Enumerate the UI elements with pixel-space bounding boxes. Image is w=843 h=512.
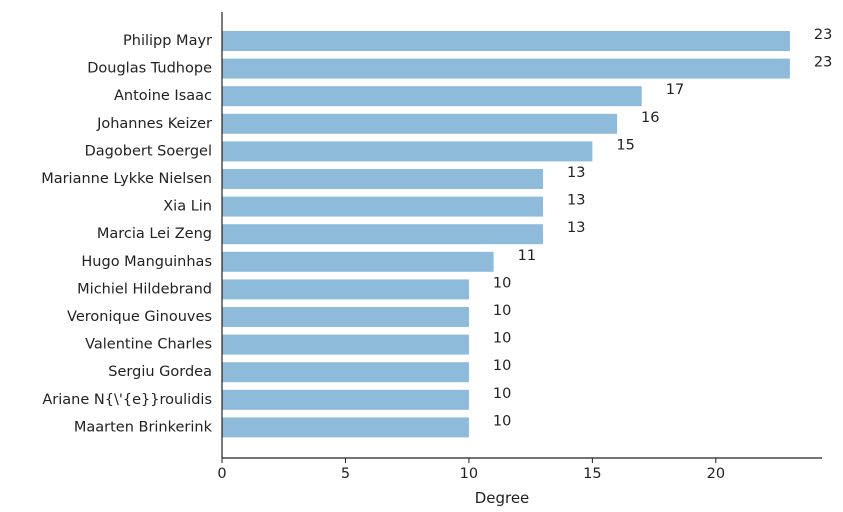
category-label: Xia Lin <box>163 199 212 215</box>
data-label: 16 <box>641 110 659 126</box>
bar <box>222 307 469 327</box>
bar <box>222 196 543 217</box>
category-label: Johannes Keizer <box>96 116 212 132</box>
x-tick-label: 20 <box>707 466 725 482</box>
data-label: 10 <box>493 386 511 402</box>
bar <box>222 86 642 107</box>
x-axis-title: Degree <box>475 489 530 507</box>
bar <box>222 334 469 355</box>
data-label: 13 <box>567 165 585 181</box>
data-label: 11 <box>518 248 536 264</box>
category-labels-layer: Philipp Mayr Douglas Tudhope Antoine Isaac… <box>41 33 212 435</box>
x-tick-label: 10 <box>460 466 478 482</box>
bar <box>222 224 543 245</box>
data-label: 10 <box>493 413 511 429</box>
x-tick-label: 0 <box>217 466 226 482</box>
data-labels-layer: 23 23 17 16 15 13 13 13 11 10 10 10 10 10 10 <box>493 27 832 429</box>
category-label: Dagobert Soergel <box>85 143 212 159</box>
bar <box>222 141 593 162</box>
data-label: 13 <box>567 220 585 236</box>
bar <box>222 169 543 189</box>
bar <box>222 251 494 272</box>
axes-layer <box>221 12 822 459</box>
data-label: 17 <box>666 82 684 98</box>
x-ticks-layer: 0 5 10 15 20 <box>217 458 725 482</box>
bar <box>222 417 469 438</box>
data-label: 23 <box>814 55 832 71</box>
x-tick-label: 5 <box>341 466 350 482</box>
category-label: Antoine Isaac <box>114 88 212 104</box>
data-label: 15 <box>616 137 634 153</box>
bar <box>222 58 790 79</box>
category-label: Marianne Lykke Nielsen <box>41 171 212 187</box>
data-label: 23 <box>814 27 832 43</box>
category-label: Douglas Tudhope <box>87 61 212 77</box>
category-label: Maarten Brinkerink <box>74 419 213 435</box>
bar <box>222 362 469 383</box>
data-label: 10 <box>493 358 511 374</box>
data-label: 10 <box>493 303 511 319</box>
category-label: Sergiu Gordea <box>108 364 212 380</box>
category-label: Hugo Manguinhas <box>81 254 212 270</box>
data-label: 10 <box>493 331 511 347</box>
bars-layer <box>222 31 790 438</box>
bar <box>222 279 469 300</box>
category-label: Marcia Lei Zeng <box>97 226 212 242</box>
category-label: Valentine Charles <box>85 337 212 353</box>
bar <box>222 31 790 51</box>
category-label: Ariane N{\'{e}}roulidis <box>42 392 212 408</box>
bar <box>222 113 618 134</box>
category-label: Philipp Mayr <box>123 33 212 49</box>
category-label: Michiel Hildebrand <box>77 281 212 297</box>
data-label: 10 <box>493 275 511 291</box>
bar <box>222 389 469 410</box>
category-label: Veronique Ginouves <box>67 309 212 325</box>
x-tick-label: 15 <box>583 466 601 482</box>
data-label: 13 <box>567 193 585 209</box>
